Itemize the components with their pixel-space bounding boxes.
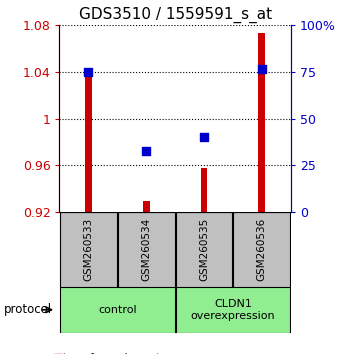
Point [201, 135, 207, 140]
Text: control: control [98, 305, 137, 315]
Bar [60, 287, 174, 333]
Point [143, 149, 149, 154]
Point [86, 69, 91, 74]
Bar [118, 212, 174, 287]
Bar [176, 287, 290, 333]
Text: GSM260534: GSM260534 [141, 218, 151, 281]
Text: GSM260536: GSM260536 [257, 218, 267, 281]
Bar [60, 212, 117, 287]
Bar [143, 201, 150, 212]
Bar [85, 72, 92, 212]
Text: transformed count: transformed count [63, 353, 160, 354]
Bar [234, 212, 290, 287]
Title: GDS3510 / 1559591_s_at: GDS3510 / 1559591_s_at [79, 7, 272, 23]
Text: protocol: protocol [3, 303, 52, 316]
Point [259, 67, 265, 72]
Bar [176, 212, 232, 287]
Bar [258, 33, 265, 212]
Text: CLDN1
overexpression: CLDN1 overexpression [191, 299, 275, 321]
Text: GSM260535: GSM260535 [199, 218, 209, 281]
Bar [201, 168, 207, 212]
Text: GSM260533: GSM260533 [83, 218, 94, 281]
